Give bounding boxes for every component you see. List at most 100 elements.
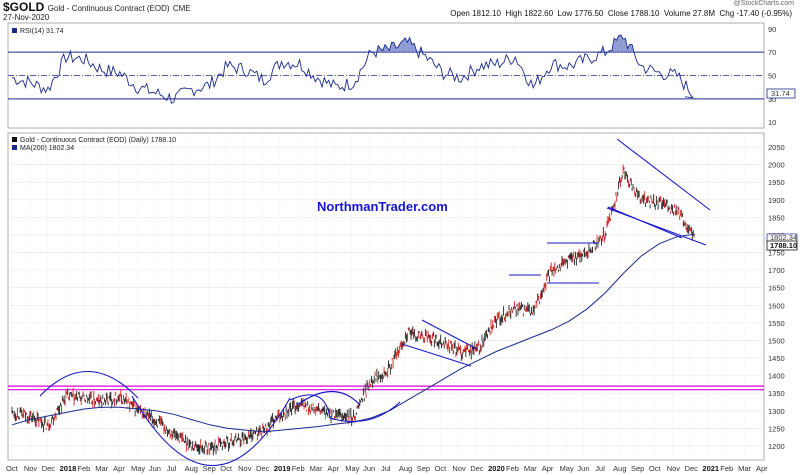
rsi-overbought-fill (620, 34, 624, 53)
x-tick-label: Aug (185, 464, 198, 473)
watermark: NorthmanTrader.com (317, 199, 448, 214)
low-value: 1776.50 (574, 9, 604, 18)
close-label: Close (607, 9, 629, 18)
rsi-last-badge: 31.74 (766, 88, 796, 99)
rsi-panel: 10 30 50 70 90 RSI(14) 31.74 31.74 (7, 22, 796, 129)
rsi-last-box (766, 88, 796, 99)
x-tick-label: Aug (399, 464, 412, 473)
x-tick-label: Jun (577, 464, 589, 473)
price-tick-1450: 1450 (768, 354, 785, 363)
rsi-last-value: 31.74 (771, 89, 790, 98)
x-tick-label: Mar (738, 464, 751, 473)
price-tick-1750: 1750 (768, 249, 785, 258)
x-tick-label: Oct (649, 464, 662, 473)
rsi-overbought-fill (596, 51, 599, 53)
price-tick-1850: 1850 (768, 213, 785, 222)
rsi-overbought-fill (400, 40, 403, 53)
arc-bottom-2019 (289, 394, 401, 423)
price-tick-1250: 1250 (768, 424, 785, 433)
symbol-title: $GOLD Gold - Continuous Contract (EOD) C… (3, 0, 191, 14)
price-tick-1700: 1700 (768, 266, 785, 275)
x-tick-label: Dec (685, 464, 699, 473)
x-axis: Oct Nov Dec 2018 Feb Mar Apr May Jun Jul Aug Sep Oct… (6, 464, 768, 473)
x-tick-label: Dec (42, 464, 56, 473)
symbol-exchange: CME (172, 4, 191, 13)
rsi-legend-swatch (12, 28, 17, 33)
x-tick-label: Oct (6, 464, 19, 473)
rsi-overbought-fill (402, 37, 406, 53)
rsi-tick-10: 10 (768, 118, 776, 127)
x-tick-label: Sep (202, 464, 215, 473)
price-tick-1550: 1550 (768, 319, 785, 328)
rsi-overbought-fill (396, 46, 399, 53)
price-legend: Gold - Continuous Contract (EOD) (Daily)… (12, 137, 176, 152)
x-tick-label: May (131, 464, 145, 473)
rsi-y-axis: 10 30 50 70 90 (768, 25, 776, 127)
x-tick-label: Mar (310, 464, 323, 473)
price-tick-2000: 2000 (768, 161, 785, 170)
x-tick-label: Jul (381, 464, 391, 473)
wedge-upper (421, 319, 478, 350)
open-value: 1812.10 (472, 9, 501, 18)
rsi-tick-90: 90 (768, 25, 776, 34)
low-label: Low (557, 9, 573, 18)
rsi-line (11, 34, 694, 104)
ma-last-value: 1802.34 (770, 233, 797, 242)
rsi-tick-70: 70 (768, 48, 776, 57)
rsi-overbought-fill (629, 44, 633, 53)
symbol-name: Gold - Continuous Contract (EOD) (47, 4, 170, 13)
flag-inner (607, 206, 683, 239)
rsi-overbought-fill (411, 43, 415, 53)
x-tick-label: Dec (256, 464, 270, 473)
close-value: 1788.10 (630, 9, 660, 18)
wedge-lower (401, 343, 472, 367)
price-tick-1400: 1400 (768, 372, 785, 381)
last-price-badges: 1802.34 1788.10 (766, 233, 798, 251)
arc-mid-2019 (296, 391, 361, 406)
x-tick-label: Nov (238, 464, 252, 473)
x-tick-label: Nov (667, 464, 681, 473)
ma-legend-label: MA(200) 1802.34 (20, 145, 74, 152)
flag-lower (606, 207, 707, 246)
rsi-legend: RSI(14) 31.74 (12, 28, 64, 35)
rsi-overbought-fill (614, 38, 617, 53)
rsi-overbought-fill (623, 38, 626, 53)
x-tick-label: Apr (756, 464, 768, 473)
x-tick-label: May (560, 464, 574, 473)
price-tick-1200: 1200 (768, 442, 785, 451)
x-tick-label: May (345, 464, 359, 473)
rsi-overbought-fill (618, 34, 621, 53)
x-tick-label: Feb (292, 464, 305, 473)
arc-bottom-2018 (131, 395, 291, 466)
x-tick-label: Jul (595, 464, 605, 473)
price-tick-1300: 1300 (768, 407, 785, 416)
chart-date: 27-Nov-2020 (3, 13, 50, 22)
rsi-tick-50: 50 (768, 72, 776, 81)
x-tick-label: Sep (631, 464, 644, 473)
x-tick-label: Mar (524, 464, 537, 473)
price-tick-1600: 1600 (768, 301, 785, 310)
x-tick-label: Nov (24, 464, 38, 473)
pattern-annotations (39, 138, 711, 466)
x-tick-label: 2018 (60, 464, 77, 473)
symbol-ticker: $GOLD (3, 0, 45, 14)
price-last-box (766, 240, 798, 251)
price-y-axis: 1200 1250 1300 1350 1400 1450 1500 1550 1600 1650… (768, 143, 785, 451)
x-tick-label: Feb (506, 464, 519, 473)
rsi-overbought-fill (384, 44, 388, 53)
x-tick-label: Feb (720, 464, 733, 473)
volume-label: Volume (663, 9, 691, 18)
support-lines (8, 385, 764, 391)
high-label: High (505, 9, 522, 18)
high-value: 1822.60 (524, 9, 554, 18)
x-tick-label: Mar (95, 464, 108, 473)
x-tick-label: Aug (613, 464, 626, 473)
rsi-overbought-fill (398, 42, 401, 53)
price-panel: 1200 1250 1300 1350 1400 1450 1500 1550 1600 1650… (6, 132, 798, 473)
open-label: Open (450, 9, 470, 18)
x-tick-label: Apr (542, 464, 554, 473)
flag-upper (616, 138, 711, 211)
arc-top-2018 (39, 370, 139, 399)
price-legend-swatch (12, 137, 17, 142)
